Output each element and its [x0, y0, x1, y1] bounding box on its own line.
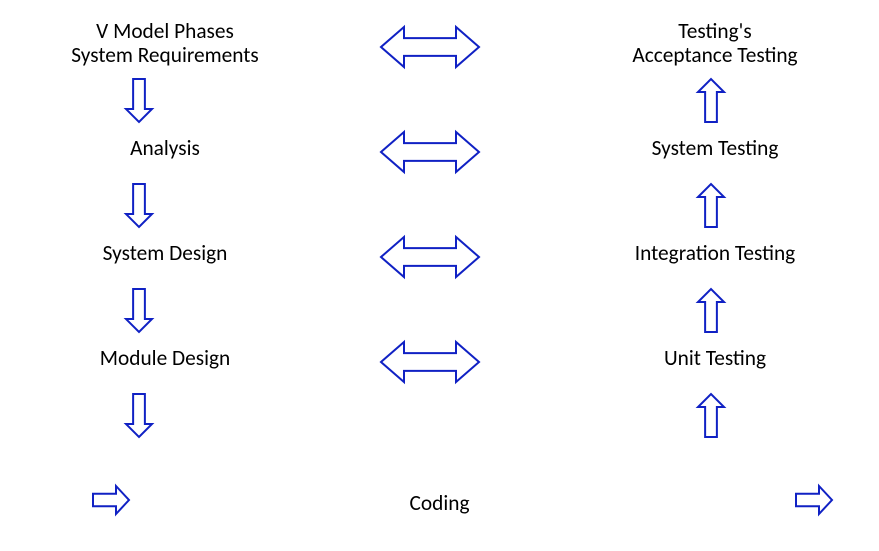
right-row-1: Integration Testing — [550, 240, 879, 266]
bidir-arrow-1 — [380, 131, 480, 173]
down-arrow-0 — [125, 78, 153, 123]
right-header-line1: Testing's — [550, 18, 879, 44]
bidir-arrow-3 — [380, 341, 480, 383]
bidir-arrow-2 — [380, 236, 480, 278]
right-row-2: Unit Testing — [550, 345, 879, 371]
up-arrow-3 — [697, 393, 725, 438]
down-arrow-3 — [125, 393, 153, 438]
left-row-1: System Design — [0, 240, 330, 266]
left-row-2: Module Design — [0, 345, 330, 371]
bottom-center-label: Coding — [0, 490, 879, 516]
bottom-left-right-arrow — [92, 485, 130, 515]
up-arrow-0 — [697, 78, 725, 123]
left-header-line2: System Requirements — [0, 42, 330, 68]
left-header-line1: V Model Phases — [0, 18, 330, 44]
bidir-arrow-0 — [380, 26, 480, 68]
down-arrow-2 — [125, 288, 153, 333]
left-row-0: Analysis — [0, 135, 330, 161]
up-arrow-2 — [697, 288, 725, 333]
right-row-0: System Testing — [550, 135, 879, 161]
right-header-line2: Acceptance Testing — [550, 42, 879, 68]
down-arrow-1 — [125, 183, 153, 228]
up-arrow-1 — [697, 183, 725, 228]
bottom-right-right-arrow — [795, 485, 833, 515]
